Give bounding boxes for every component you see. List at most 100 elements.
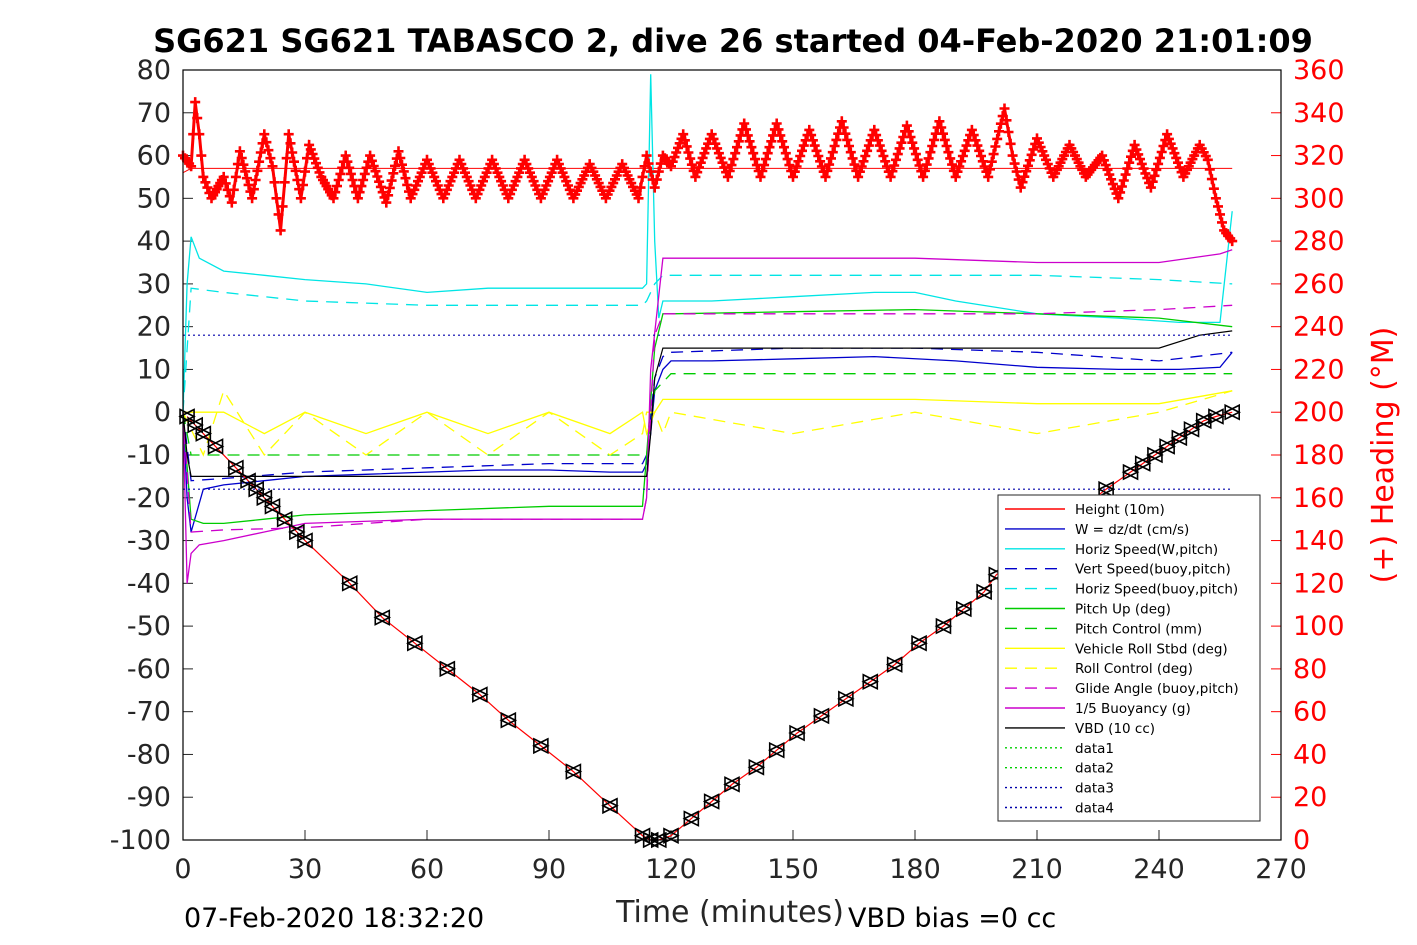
right-tick-label: 260 [1293, 269, 1345, 300]
depth-marker-left [723, 776, 740, 793]
heading-marker [986, 156, 997, 167]
heading-marker [226, 197, 237, 208]
heading-marker [891, 154, 901, 165]
heading-marker [936, 122, 947, 133]
heading-marker [959, 145, 970, 156]
heading-marker [1019, 171, 1030, 182]
heading-marker [793, 156, 804, 167]
heading-marker [968, 130, 979, 141]
heading-marker [1158, 141, 1169, 151]
depth-marker-left [438, 660, 456, 678]
heading-marker [977, 156, 988, 167]
heading-marker [983, 171, 994, 182]
series-line [182, 274, 1233, 413]
heading-marker [827, 147, 838, 158]
heading-marker [925, 147, 936, 158]
depth-marker-left [499, 711, 517, 729]
heading-marker [822, 165, 833, 176]
legend-label: data2 [1075, 761, 1114, 777]
depth-marker-left [955, 600, 972, 618]
depth-marker-left [934, 617, 952, 635]
heading-marker [1149, 170, 1160, 181]
heading-marker [267, 161, 278, 172]
heading-marker [328, 193, 339, 204]
heading-marker [265, 153, 276, 164]
heading-marker [820, 171, 831, 182]
heading-marker [374, 176, 385, 187]
heading-marker [340, 150, 351, 161]
heading-marker [856, 161, 867, 172]
heading-marker [697, 152, 708, 163]
heading-marker [750, 154, 760, 165]
heading-marker [1100, 160, 1111, 171]
right-tick-label: 220 [1293, 354, 1345, 385]
heading-marker [1097, 150, 1108, 161]
heading-marker [690, 171, 701, 182]
depth-marker-left [247, 480, 265, 498]
depth-marker-left [178, 408, 195, 425]
heading-marker [1154, 152, 1165, 163]
heading-marker [694, 162, 704, 173]
heading-marker [1169, 148, 1180, 159]
left-tick-label: 80 [137, 55, 171, 86]
heading-marker [775, 130, 786, 141]
heading-marker [1003, 127, 1014, 137]
heading-marker [779, 142, 789, 153]
series-line [182, 330, 1233, 477]
heading-marker [755, 171, 766, 182]
heading-marker [186, 161, 197, 172]
chart-title: SG621 SG621 TABASCO 2, dive 26 started 0… [153, 22, 1313, 60]
heading-marker [896, 137, 907, 148]
heading-marker [903, 126, 914, 137]
heading-marker [641, 150, 652, 161]
depth-marker-left [601, 797, 618, 815]
depth-marker-left [812, 707, 830, 725]
heading-marker [918, 171, 929, 182]
x-tick-label: 240 [1133, 854, 1185, 885]
heading-marker [732, 142, 742, 153]
heading-marker [972, 140, 983, 151]
heading-marker [788, 171, 798, 182]
heading-marker [344, 162, 355, 173]
left-tick-label: 10 [137, 354, 171, 385]
heading-marker [860, 151, 871, 161]
heading-marker [241, 173, 252, 184]
right-tick-label: 240 [1293, 312, 1345, 343]
heading-marker [733, 136, 744, 147]
heading-marker [250, 175, 261, 185]
heading-marker [1215, 209, 1225, 220]
heading-marker [708, 133, 719, 144]
heading-marker [333, 175, 344, 185]
left-tick-label: -10 [127, 440, 171, 471]
heading-marker [901, 120, 912, 131]
heading-marker [878, 151, 889, 161]
heading-marker [744, 136, 755, 147]
heading-marker [910, 149, 921, 160]
right-tick-label: 60 [1293, 697, 1327, 728]
depth-marker-left [975, 583, 992, 601]
series-line [182, 351, 1233, 533]
heading-marker [248, 184, 259, 195]
heading-marker [811, 145, 822, 156]
heading-marker [218, 171, 229, 182]
heading-marker [927, 141, 938, 151]
heading-marker [368, 161, 379, 171]
depth-marker-left [1182, 421, 1200, 438]
heading-marker [999, 103, 1010, 114]
right-tick-label: 40 [1293, 739, 1327, 770]
heading-marker [1028, 144, 1039, 155]
heading-marker [759, 160, 770, 171]
heading-marker [724, 166, 735, 176]
heading-marker [748, 148, 759, 159]
heading-marker [388, 168, 399, 179]
heading-marker [950, 171, 961, 182]
heading-marker [1167, 143, 1178, 154]
heading-marker [386, 175, 397, 186]
depth-marker-left [885, 656, 903, 673]
heading-marker [384, 182, 395, 193]
x-tick-label: 60 [410, 854, 444, 885]
heading-marker [840, 128, 851, 139]
heading-marker [791, 161, 802, 172]
heading-marker [885, 171, 896, 182]
